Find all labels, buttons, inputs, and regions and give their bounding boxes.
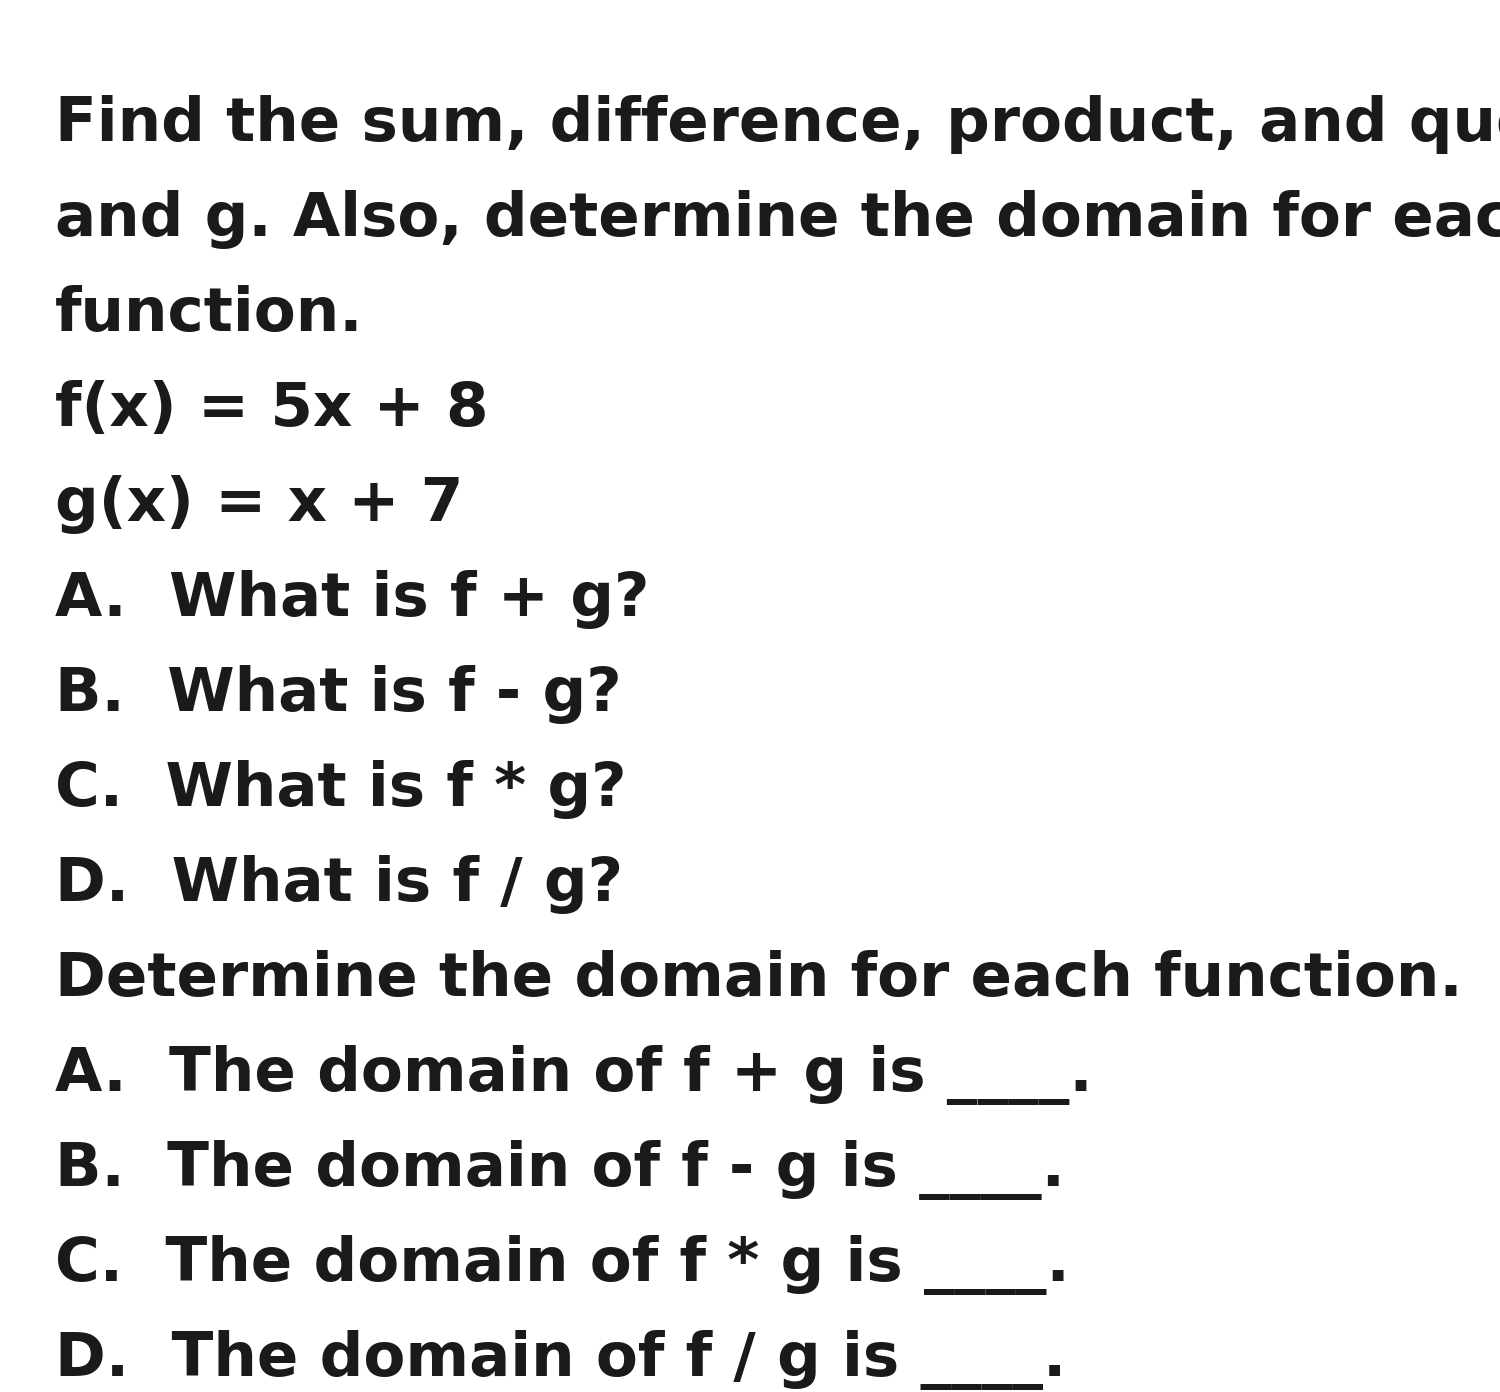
Text: C.  What is f * g?: C. What is f * g?: [56, 760, 627, 818]
Text: B.  What is f - g?: B. What is f - g?: [56, 665, 621, 724]
Text: g(x) = x + 7: g(x) = x + 7: [56, 475, 464, 535]
Text: C.  The domain of f * g is ____.: C. The domain of f * g is ____.: [56, 1235, 1070, 1295]
Text: Determine the domain for each function.: Determine the domain for each function.: [56, 949, 1462, 1009]
Text: f(x) = 5x + 8: f(x) = 5x + 8: [56, 380, 489, 438]
Text: and g. Also, determine the domain for each: and g. Also, determine the domain for ea…: [56, 189, 1500, 249]
Text: A.  What is f + g?: A. What is f + g?: [56, 569, 650, 629]
Text: Find the sum, difference, product, and quotient of f: Find the sum, difference, product, and q…: [56, 95, 1500, 155]
Text: D.  The domain of f / g is ____.: D. The domain of f / g is ____.: [56, 1329, 1066, 1391]
Text: A.  The domain of f + g is ____.: A. The domain of f + g is ____.: [56, 1045, 1092, 1105]
Text: B.  The domain of f - g is ____.: B. The domain of f - g is ____.: [56, 1140, 1065, 1200]
Text: D.  What is f / g?: D. What is f / g?: [56, 855, 622, 915]
Text: function.: function.: [56, 285, 363, 344]
